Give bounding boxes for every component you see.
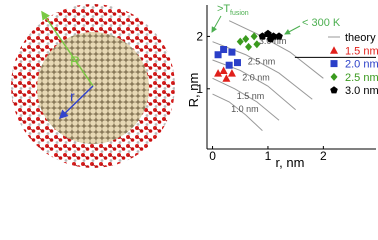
legend-label: 2.0 nm	[345, 59, 378, 71]
theory-curve	[212, 93, 263, 132]
theory-label: 2.0 nm	[242, 72, 270, 82]
legend-label: theory	[345, 32, 376, 44]
theory-curve	[212, 59, 296, 111]
annotation-arrow	[284, 25, 301, 35]
point	[266, 35, 275, 43]
legend-marker	[330, 86, 338, 94]
point	[222, 74, 231, 82]
legend-marker	[330, 60, 338, 68]
annotation: >T	[217, 3, 230, 15]
point	[227, 69, 236, 77]
theory-label: 2.5 nm	[248, 57, 276, 67]
inner-radius-label: r	[70, 88, 75, 104]
point	[242, 35, 250, 44]
y-tick-label: 2	[196, 29, 203, 43]
point	[250, 32, 258, 41]
outer-radius-label: R	[70, 53, 80, 69]
point	[233, 59, 241, 67]
inner-radius-arrow	[58, 85, 94, 120]
theory-curve	[212, 41, 313, 100]
x-tick-label: 0	[209, 149, 216, 163]
legend-label: 1.5 nm	[345, 45, 378, 57]
nanoparticle-image: R r	[11, 4, 175, 168]
point	[275, 32, 283, 40]
point	[236, 37, 244, 46]
point	[219, 66, 228, 74]
point	[258, 32, 267, 40]
point	[220, 46, 228, 54]
legend-label: 3.0 nm	[345, 85, 378, 97]
point	[245, 42, 253, 51]
legend-label: 2.5 nm	[345, 72, 378, 84]
theory-curve	[228, 20, 324, 79]
theory-label: 1.0 nm	[231, 104, 259, 114]
outer-radius-arrow	[41, 10, 94, 87]
point	[214, 69, 223, 77]
x-tick-label: 1	[265, 149, 272, 163]
point	[214, 51, 222, 59]
core	[37, 32, 149, 144]
figure: R r >T fusion < 300 K R, nm r, nm 0 1 2 1 2 1…	[11, 3, 378, 170]
legend-marker	[330, 46, 338, 54]
point	[253, 40, 261, 49]
point	[225, 61, 233, 69]
legend-marker	[330, 72, 338, 81]
theory-label: 1.5 nm	[237, 91, 265, 101]
annotation: < 300 K	[302, 17, 341, 29]
x-tick-label: 2	[320, 149, 327, 163]
theory-curve	[212, 77, 280, 121]
y-axis-label: R, nm	[186, 73, 201, 108]
x-axis-label: r, nm	[276, 155, 305, 170]
point	[228, 48, 236, 56]
y-tick-label: 1	[196, 82, 203, 96]
annotation-subscript: fusion	[230, 10, 249, 17]
annotation-arrow	[211, 15, 222, 33]
